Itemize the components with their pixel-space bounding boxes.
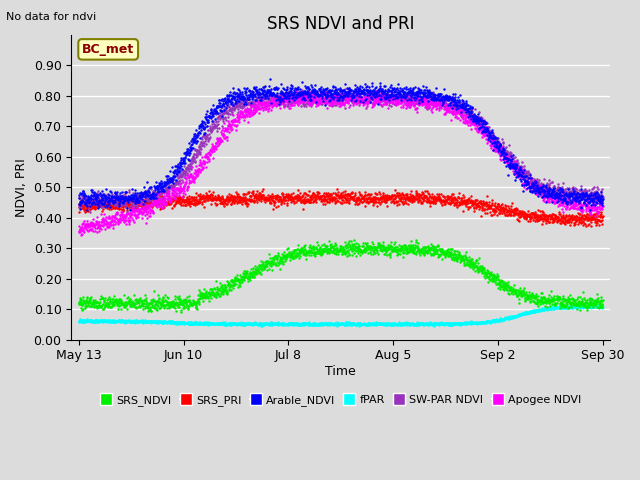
X-axis label: Time: Time [325, 365, 356, 378]
Legend: SRS_NDVI, SRS_PRI, Arable_NDVI, fPAR, SW-PAR NDVI, Apogee NDVI: SRS_NDVI, SRS_PRI, Arable_NDVI, fPAR, SW… [96, 391, 585, 410]
Text: BC_met: BC_met [82, 43, 134, 56]
Title: SRS NDVI and PRI: SRS NDVI and PRI [267, 15, 415, 33]
Y-axis label: NDVI, PRI: NDVI, PRI [15, 158, 28, 216]
Text: No data for ndvi: No data for ndvi [6, 12, 97, 22]
